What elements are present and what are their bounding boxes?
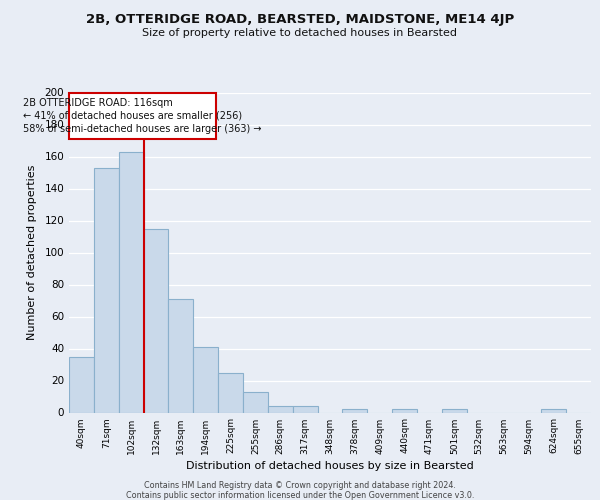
Text: Size of property relative to detached houses in Bearsted: Size of property relative to detached ho… xyxy=(143,28,458,38)
Bar xyxy=(143,228,169,412)
Bar xyxy=(193,347,218,412)
Text: Contains public sector information licensed under the Open Government Licence v3: Contains public sector information licen… xyxy=(126,490,474,500)
Bar xyxy=(94,168,119,412)
X-axis label: Distribution of detached houses by size in Bearsted: Distribution of detached houses by size … xyxy=(186,460,474,470)
Bar xyxy=(243,392,268,412)
Text: 2B OTTERIDGE ROAD: 116sqm
← 41% of detached houses are smaller (256)
58% of semi: 2B OTTERIDGE ROAD: 116sqm ← 41% of detac… xyxy=(23,98,262,134)
Text: Contains HM Land Registry data © Crown copyright and database right 2024.: Contains HM Land Registry data © Crown c… xyxy=(144,480,456,490)
Bar xyxy=(541,410,566,412)
Bar xyxy=(392,410,417,412)
Bar xyxy=(293,406,317,412)
Bar xyxy=(343,410,367,412)
FancyBboxPatch shape xyxy=(69,92,215,139)
Bar xyxy=(169,299,193,412)
Text: 2B, OTTERIDGE ROAD, BEARSTED, MAIDSTONE, ME14 4JP: 2B, OTTERIDGE ROAD, BEARSTED, MAIDSTONE,… xyxy=(86,12,514,26)
Bar xyxy=(69,356,94,412)
Bar xyxy=(268,406,293,412)
Bar xyxy=(442,410,467,412)
Y-axis label: Number of detached properties: Number of detached properties xyxy=(28,165,37,340)
Bar xyxy=(119,152,143,412)
Bar xyxy=(218,372,243,412)
